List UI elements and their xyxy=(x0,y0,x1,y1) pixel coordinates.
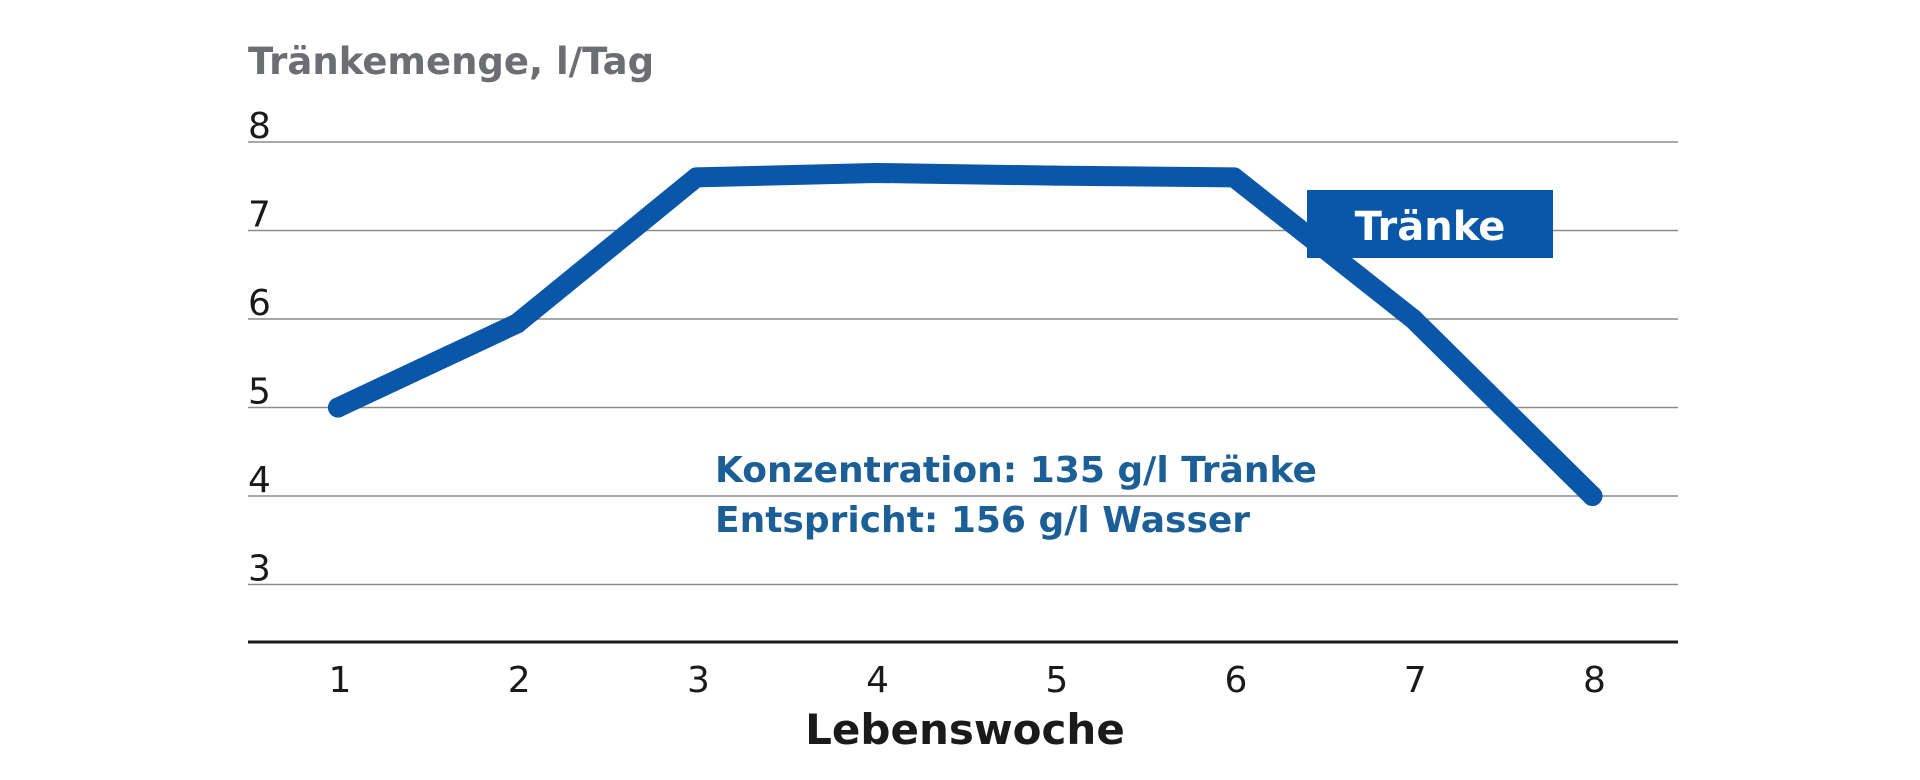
y-axis-title: Tränkemenge, l/Tag xyxy=(248,40,654,83)
x-tick-label: 4 xyxy=(866,660,889,701)
gridlines xyxy=(248,141,1678,586)
series-line-traenke xyxy=(328,162,1603,506)
y-tick-label: 7 xyxy=(248,195,271,236)
data-point xyxy=(328,397,348,418)
data-point xyxy=(1403,309,1424,329)
x-axis-title: Lebenswoche xyxy=(805,705,1125,754)
series-legend-label: Tränke xyxy=(1307,190,1553,258)
x-tick-label: 8 xyxy=(1583,660,1606,701)
x-tick-label: 2 xyxy=(508,660,531,701)
legend-label: Tränke xyxy=(1355,204,1506,250)
y-tick-label: 6 xyxy=(248,283,271,324)
x-tick-label: 6 xyxy=(1225,660,1248,701)
data-point xyxy=(507,313,528,334)
data-point xyxy=(1224,167,1244,188)
legend-box xyxy=(1307,190,1553,258)
data-point xyxy=(1582,486,1603,506)
annotation-equivalent: Entspricht: 156 g/l Wasser xyxy=(715,500,1250,541)
x-tick-label: 3 xyxy=(687,660,710,701)
y-tick-label: 3 xyxy=(248,549,271,590)
y-tick-label: 5 xyxy=(248,372,271,413)
y-tick-label: 8 xyxy=(248,106,271,147)
data-points xyxy=(328,162,1603,506)
x-tick-label: 5 xyxy=(1045,660,1068,701)
y-tick-labels: 8 7 6 5 4 3 xyxy=(248,106,271,590)
x-tick-label: 7 xyxy=(1404,660,1427,701)
data-point xyxy=(865,162,886,183)
data-point xyxy=(1044,165,1065,186)
annotation-concentration: Konzentration: 135 g/l Tränke xyxy=(715,450,1317,491)
data-point xyxy=(686,167,707,188)
x-tick-label: 1 xyxy=(329,660,352,701)
x-tick-labels: 1 2 3 4 5 6 7 8 xyxy=(329,660,1606,701)
y-tick-label: 4 xyxy=(248,460,271,501)
